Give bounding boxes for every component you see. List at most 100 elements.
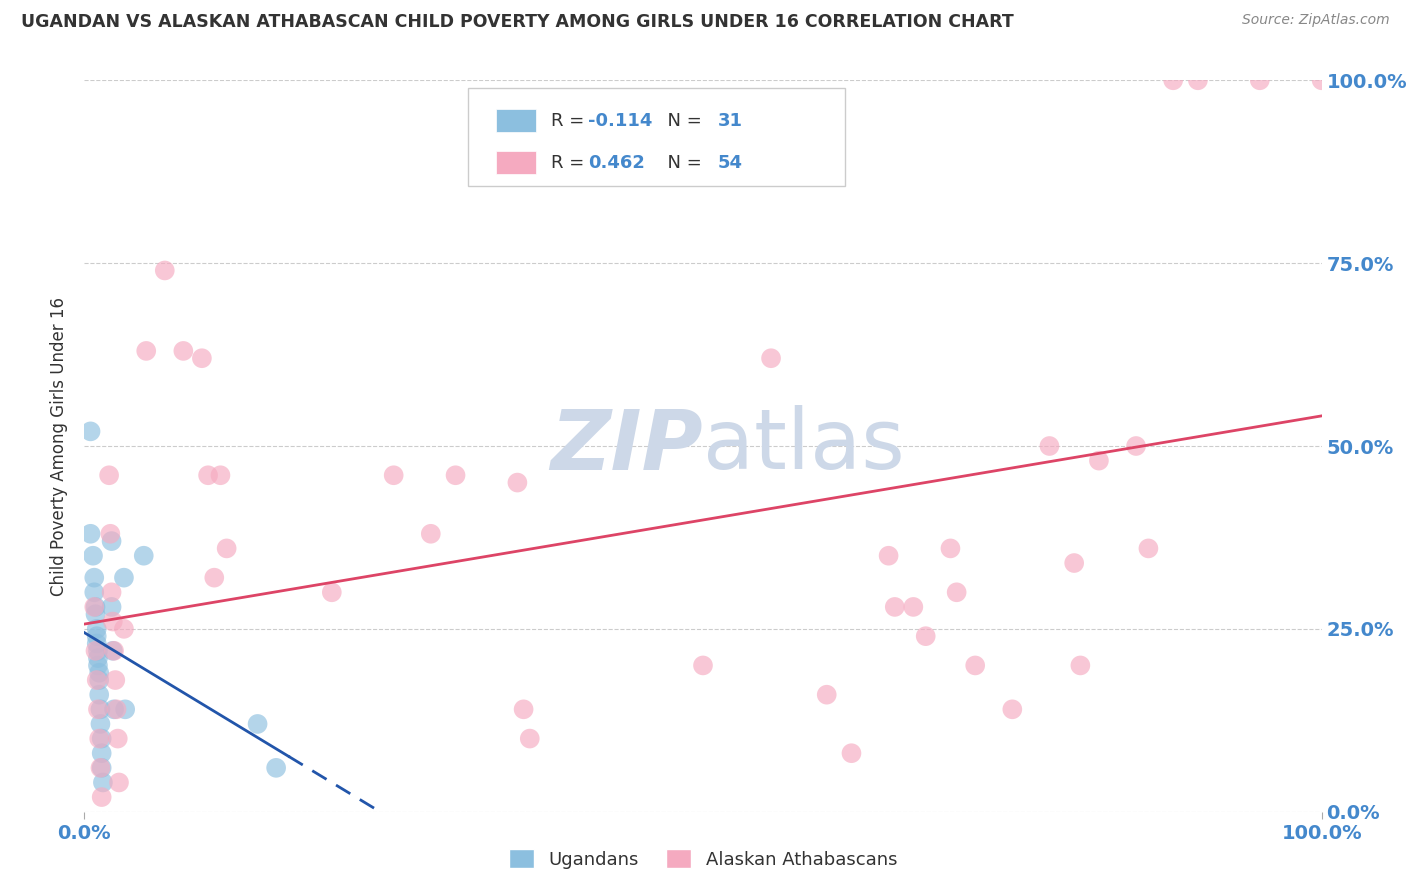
Point: [215, 541, 238, 556]
Point: [209, 468, 232, 483]
Point: [87, 651, 110, 665]
Point: [815, 688, 838, 702]
Point: [965, 658, 987, 673]
Point: [98, 468, 121, 483]
Point: [512, 702, 534, 716]
Point: [89, 731, 111, 746]
Point: [89, 673, 111, 687]
Point: [90, 731, 112, 746]
Point: [89, 665, 111, 680]
Point: [153, 263, 176, 277]
Text: ZIP: ZIP: [550, 406, 703, 486]
Point: [877, 549, 900, 563]
Point: [105, 702, 128, 716]
Point: [321, 585, 343, 599]
Point: [382, 468, 405, 483]
Point: [82, 549, 104, 563]
Point: [101, 644, 124, 658]
Point: [759, 351, 782, 366]
Point: [91, 775, 114, 789]
Point: [1063, 556, 1085, 570]
Point: [519, 731, 541, 746]
Point: [1137, 541, 1160, 556]
Text: -0.114: -0.114: [588, 112, 652, 129]
Point: [90, 746, 112, 760]
Point: [87, 658, 110, 673]
Point: [87, 702, 110, 716]
Point: [79, 526, 101, 541]
Point: [90, 790, 112, 805]
Point: [83, 599, 105, 614]
Text: N =: N =: [657, 153, 707, 171]
Text: 31: 31: [718, 112, 742, 129]
Point: [89, 702, 111, 716]
Point: [841, 746, 863, 760]
Text: 0.462: 0.462: [588, 153, 645, 171]
Point: [1125, 439, 1147, 453]
Point: [108, 775, 131, 789]
Point: [87, 644, 110, 658]
Point: [419, 526, 441, 541]
Point: [98, 526, 121, 541]
Point: [191, 351, 214, 366]
Point: [1088, 453, 1111, 467]
Point: [86, 629, 108, 643]
Point: [100, 585, 122, 599]
Point: [84, 607, 107, 622]
Point: [89, 761, 111, 775]
Text: 54: 54: [718, 153, 742, 171]
Legend: Ugandans, Alaskan Athabascans: Ugandans, Alaskan Athabascans: [502, 842, 904, 876]
Point: [202, 571, 225, 585]
FancyBboxPatch shape: [496, 151, 536, 174]
Point: [107, 731, 129, 746]
Text: atlas: atlas: [703, 406, 904, 486]
Point: [939, 541, 962, 556]
Point: [104, 673, 127, 687]
Point: [903, 599, 925, 614]
Point: [86, 622, 108, 636]
Point: [506, 475, 529, 490]
FancyBboxPatch shape: [468, 87, 845, 186]
Point: [83, 585, 105, 599]
Point: [100, 534, 122, 549]
Text: UGANDAN VS ALASKAN ATHABASCAN CHILD POVERTY AMONG GIRLS UNDER 16 CORRELATION CHA: UGANDAN VS ALASKAN ATHABASCAN CHILD POVE…: [21, 13, 1014, 31]
Point: [264, 761, 287, 775]
Point: [90, 761, 112, 775]
Point: [112, 571, 135, 585]
Point: [883, 599, 905, 614]
Point: [86, 673, 108, 687]
Point: [1249, 73, 1271, 87]
Point: [79, 425, 101, 439]
Point: [1001, 702, 1024, 716]
Point: [103, 702, 125, 716]
Point: [444, 468, 467, 483]
Point: [89, 717, 111, 731]
Point: [84, 599, 107, 614]
Point: [1038, 439, 1060, 453]
Text: N =: N =: [657, 112, 707, 129]
Point: [945, 585, 967, 599]
Point: [101, 615, 124, 629]
Text: R =: R =: [551, 112, 589, 129]
Point: [84, 644, 107, 658]
Point: [100, 599, 122, 614]
Point: [914, 629, 936, 643]
Point: [114, 702, 136, 716]
Point: [135, 343, 157, 358]
Y-axis label: Child Poverty Among Girls Under 16: Child Poverty Among Girls Under 16: [51, 296, 69, 596]
Point: [112, 622, 135, 636]
Point: [1310, 73, 1333, 87]
Point: [83, 571, 105, 585]
Point: [197, 468, 219, 483]
Point: [132, 549, 155, 563]
Point: [1069, 658, 1091, 673]
Point: [86, 636, 108, 650]
Point: [172, 343, 194, 358]
Point: [1161, 73, 1184, 87]
Point: [692, 658, 714, 673]
Point: [246, 717, 269, 731]
Text: Source: ZipAtlas.com: Source: ZipAtlas.com: [1241, 13, 1389, 28]
Text: R =: R =: [551, 153, 589, 171]
FancyBboxPatch shape: [496, 109, 536, 132]
Point: [89, 688, 111, 702]
